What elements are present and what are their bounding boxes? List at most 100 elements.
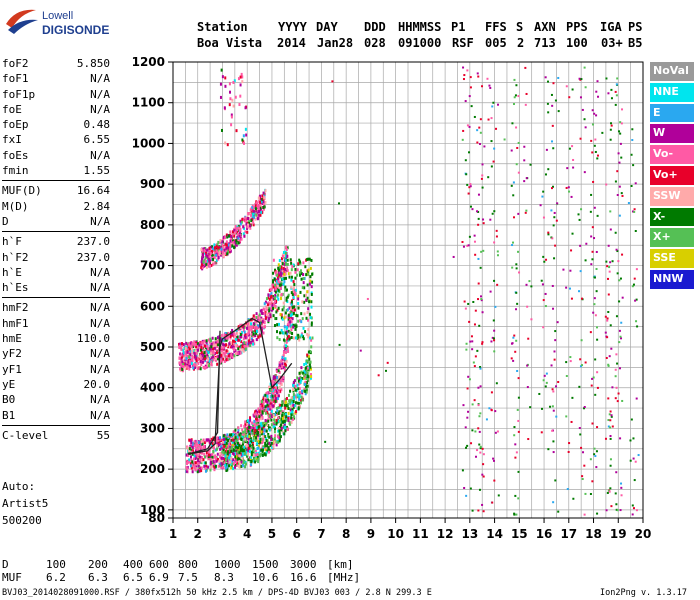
echo-dot <box>248 425 251 429</box>
echo-dot <box>594 138 597 141</box>
echo-dot <box>277 271 280 275</box>
echo-dot <box>203 264 206 268</box>
echo-dot <box>206 344 209 348</box>
echo-dot <box>618 329 621 332</box>
echo-dot <box>237 325 240 329</box>
echo-dot <box>481 447 484 450</box>
echo-dot <box>269 313 272 317</box>
echo-dot <box>596 80 599 83</box>
echo-dot <box>241 453 244 457</box>
echo-dot <box>291 264 294 268</box>
echo-dot <box>495 229 498 232</box>
echo-dot <box>216 452 219 456</box>
legend-item-x: X- <box>650 207 694 227</box>
echo-dot <box>259 440 262 444</box>
echo-dot <box>244 335 247 339</box>
echo-dot <box>542 255 545 258</box>
echo-dot <box>607 244 610 247</box>
echo-dot <box>466 69 469 72</box>
echo-dot <box>263 308 266 312</box>
echo-dot <box>269 315 272 319</box>
echo-dot <box>609 138 612 141</box>
echo-dot <box>273 302 276 306</box>
echo-dot <box>239 462 242 466</box>
echo-dot <box>216 357 219 361</box>
echo-dot <box>274 413 277 417</box>
echo-dot <box>579 270 582 273</box>
echo-dot <box>627 202 630 205</box>
echo-dot <box>261 440 264 444</box>
echo-dot <box>222 435 225 439</box>
echo-dot <box>253 317 256 321</box>
echo-dot <box>517 250 520 253</box>
echo-dot <box>260 311 263 315</box>
echo-dot <box>307 268 310 272</box>
echo-dot <box>225 334 228 338</box>
echo-dot <box>244 127 247 131</box>
echo-dot <box>199 348 202 352</box>
echo-dot <box>252 223 255 227</box>
echo-dot <box>185 462 188 466</box>
echo-dot <box>555 415 558 418</box>
param-row-d: D N/A <box>2 214 110 229</box>
echo-dot <box>252 314 255 318</box>
echo-dot <box>221 446 224 450</box>
echo-dot <box>225 458 228 462</box>
echo-dot <box>239 239 242 243</box>
echo-dot <box>236 438 239 442</box>
echo-dot <box>527 438 530 441</box>
echo-dot <box>523 145 526 148</box>
echo-dot <box>629 459 632 462</box>
echo-dot <box>297 297 300 301</box>
echo-dot <box>260 318 263 322</box>
echo-dot <box>236 232 239 236</box>
echo-dot <box>233 79 236 83</box>
echo-dot <box>227 234 230 238</box>
echo-dot <box>250 460 253 464</box>
echo-dot <box>207 250 210 254</box>
echo-dot <box>217 355 220 359</box>
echo-dot <box>200 451 203 455</box>
echo-dot <box>246 225 249 229</box>
echo-dot <box>264 441 267 445</box>
echo-dot <box>236 230 239 234</box>
echo-dot <box>203 354 206 358</box>
echo-dot <box>273 299 276 303</box>
echo-dot <box>511 266 514 269</box>
echo-dot <box>474 309 477 312</box>
echo-dot <box>546 102 549 105</box>
echo-dot <box>266 449 269 453</box>
echo-dot <box>635 268 638 271</box>
echo-dot <box>228 82 231 86</box>
echo-dot <box>250 214 253 218</box>
echo-dot <box>292 395 295 399</box>
echo-dot <box>284 350 287 354</box>
param-value: N/A <box>90 265 110 279</box>
echo-dot <box>490 391 493 394</box>
echo-dot <box>556 202 559 205</box>
echo-dot <box>277 390 280 394</box>
echo-dot <box>524 66 527 69</box>
echo-dot <box>278 370 281 374</box>
echo-dot <box>237 338 240 342</box>
echo-dot <box>250 453 253 457</box>
echo-dot <box>470 442 473 445</box>
echo-dot <box>186 348 189 352</box>
echo-dot <box>224 141 227 145</box>
echo-dot <box>272 442 275 446</box>
echo-dot <box>233 450 236 454</box>
echo-dot <box>203 465 206 469</box>
echo-dot <box>289 330 292 334</box>
echo-dot <box>512 103 515 106</box>
echo-dot <box>270 306 273 310</box>
param-row-foep: foEp 0.48 <box>2 117 110 132</box>
echo-dot <box>516 408 519 411</box>
echo-dot <box>220 351 223 355</box>
echo-dot <box>557 510 560 513</box>
echo-dot <box>264 453 267 457</box>
echo-dot <box>192 457 195 461</box>
echo-dot <box>290 302 293 306</box>
echo-dot <box>293 283 296 287</box>
echo-dot <box>297 401 300 405</box>
echo-dot <box>241 432 244 436</box>
